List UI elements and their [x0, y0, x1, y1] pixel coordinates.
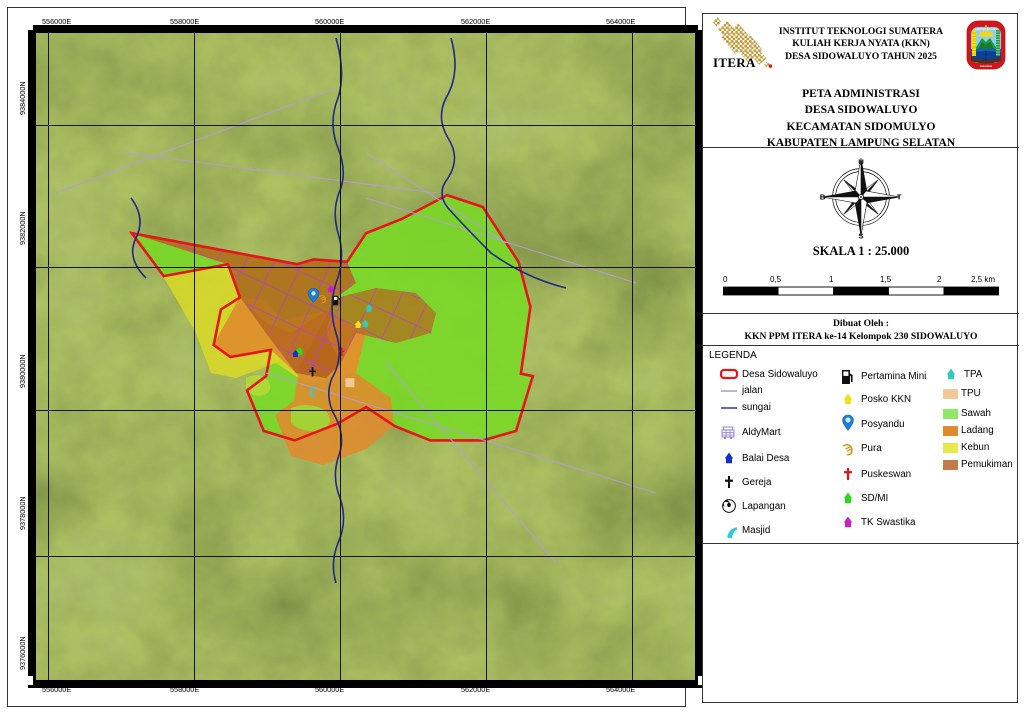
- svg-text:S: S: [858, 231, 863, 240]
- svg-text:B: B: [820, 192, 826, 201]
- svg-text:U: U: [858, 157, 864, 166]
- svg-text:2,5 km: 2,5 km: [971, 275, 995, 284]
- svg-text:0: 0: [723, 275, 728, 284]
- svg-text:2: 2: [937, 275, 942, 284]
- svg-text:T: T: [897, 192, 902, 201]
- svg-text:1,5: 1,5: [880, 275, 892, 284]
- svg-text:0,5: 0,5: [770, 275, 782, 284]
- svg-text:Ϡ: Ϡ: [319, 294, 326, 304]
- svg-text:1: 1: [829, 275, 834, 284]
